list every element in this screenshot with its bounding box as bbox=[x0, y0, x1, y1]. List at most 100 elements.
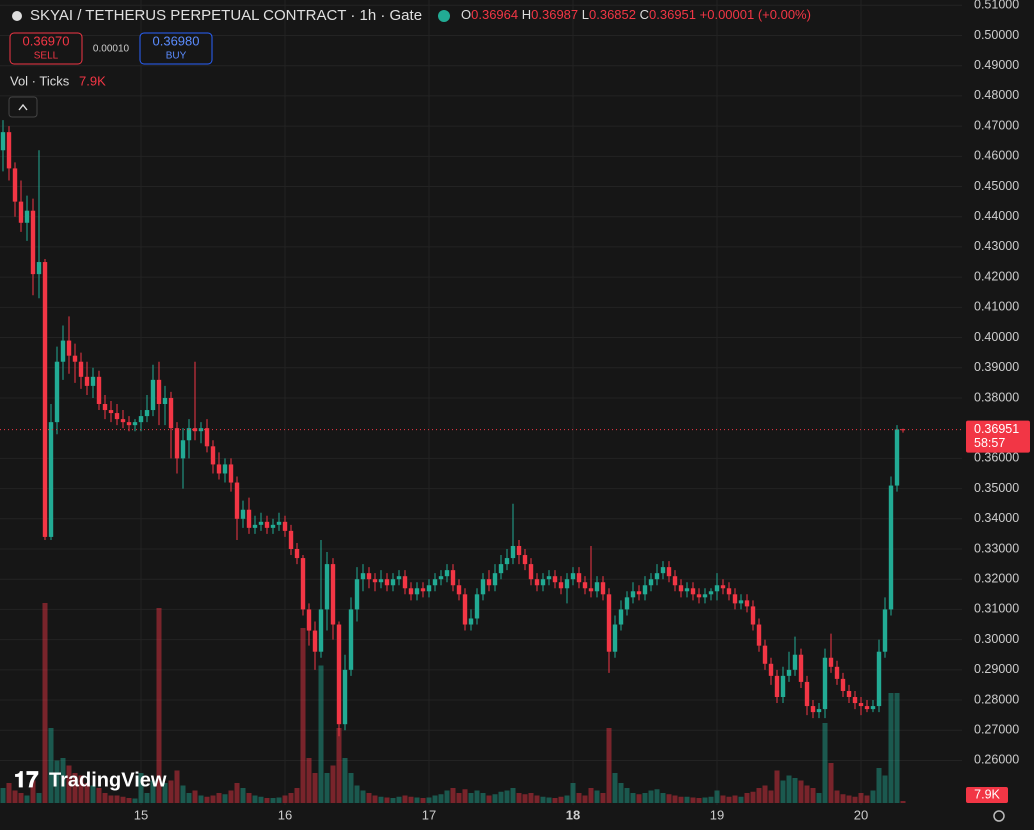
candle-body bbox=[408, 588, 414, 595]
volume-bar bbox=[114, 795, 120, 803]
y-tick-label: 0.36000 bbox=[974, 451, 1019, 465]
candle-body bbox=[726, 588, 732, 595]
volume-bar bbox=[558, 796, 564, 803]
candle-body bbox=[576, 573, 582, 583]
volume-bar bbox=[612, 773, 618, 803]
volume-bar bbox=[84, 783, 90, 803]
price-axis-bg bbox=[962, 0, 1034, 830]
volume-bar bbox=[576, 793, 582, 803]
sell-box bbox=[9, 32, 83, 65]
y-tick-label: 0.43000 bbox=[974, 239, 1019, 253]
candle-body bbox=[666, 567, 672, 577]
collapse-box bbox=[8, 96, 38, 118]
candle-body bbox=[54, 361, 60, 423]
volume-bar bbox=[504, 790, 510, 803]
volume-bar bbox=[72, 773, 78, 803]
candle-body bbox=[402, 576, 408, 589]
candle-body bbox=[558, 582, 564, 589]
o-value: 0.36964 bbox=[471, 7, 518, 22]
candle-body bbox=[720, 585, 726, 589]
y-tick-label: 0.27000 bbox=[974, 723, 1019, 737]
candle-body bbox=[150, 379, 156, 411]
y-tick-label: 0.42000 bbox=[974, 269, 1019, 283]
volume-bar bbox=[408, 796, 414, 803]
buy-button[interactable]: 0.36980 BUY bbox=[139, 32, 213, 65]
candle-body bbox=[672, 576, 678, 586]
volume-bar bbox=[690, 797, 696, 803]
h-value: 0.36987 bbox=[531, 7, 578, 22]
volume-bar bbox=[216, 793, 222, 803]
volume-bar bbox=[150, 780, 156, 803]
volume-bar bbox=[498, 791, 504, 803]
candle-body bbox=[600, 582, 606, 595]
candle-body bbox=[12, 168, 18, 202]
candle-body bbox=[684, 588, 690, 592]
candle-body bbox=[834, 666, 840, 679]
volume-bar bbox=[234, 783, 240, 803]
status-dot bbox=[438, 10, 450, 22]
volume-bar bbox=[276, 797, 282, 803]
y-tick-label: 0.45000 bbox=[974, 179, 1019, 193]
candle-body bbox=[246, 509, 252, 528]
volume-bar bbox=[354, 785, 360, 803]
collapse-button[interactable] bbox=[8, 96, 38, 118]
volume-bar bbox=[618, 783, 624, 803]
candle-body bbox=[366, 573, 372, 580]
candle-body bbox=[96, 376, 102, 405]
volume-bar bbox=[42, 603, 48, 803]
volume-bar bbox=[96, 788, 102, 803]
sell-button[interactable]: 0.36970 SELL bbox=[9, 32, 83, 65]
volume-bar bbox=[180, 785, 186, 803]
y-tick-label: 0.31000 bbox=[974, 602, 1019, 616]
volume-bar bbox=[570, 783, 576, 803]
symbol-icon bbox=[12, 11, 22, 21]
candle-body bbox=[306, 609, 312, 631]
volume-bar bbox=[480, 793, 486, 803]
candle-body bbox=[510, 545, 516, 559]
candle-body bbox=[42, 262, 48, 537]
volume-bar bbox=[510, 788, 516, 803]
settings-icon[interactable] bbox=[993, 810, 1005, 822]
volume-bar bbox=[792, 778, 798, 803]
y-tick-label: 0.39000 bbox=[974, 360, 1019, 374]
volume-bar bbox=[348, 773, 354, 803]
candle-body bbox=[744, 600, 750, 607]
volume-bar bbox=[330, 765, 336, 803]
spread: 0.00010 bbox=[93, 44, 130, 55]
candle-body bbox=[738, 600, 744, 604]
candle-body bbox=[300, 558, 306, 610]
volume-bar bbox=[390, 798, 396, 803]
volume-bar bbox=[492, 794, 498, 803]
volume-bar bbox=[846, 795, 852, 803]
volume-bar bbox=[282, 795, 288, 803]
volume-bar bbox=[774, 770, 780, 803]
y-tick-label: 0.29000 bbox=[974, 662, 1019, 676]
volume-bar bbox=[642, 793, 648, 803]
volume-bar bbox=[468, 793, 474, 803]
volume-bar bbox=[168, 780, 174, 803]
candle-body bbox=[642, 585, 648, 595]
l-value: 0.36852 bbox=[589, 7, 636, 22]
volume-bar bbox=[456, 793, 462, 803]
volume-bar bbox=[258, 796, 264, 803]
candle-body bbox=[372, 579, 378, 583]
x-tick-label: 20 bbox=[854, 807, 868, 822]
logo-icon: 𝟏𝟕 bbox=[14, 767, 39, 792]
volume-bar bbox=[270, 798, 276, 803]
candle-body bbox=[318, 609, 324, 652]
volume-bar bbox=[402, 795, 408, 803]
candle-body bbox=[444, 570, 450, 577]
volume-bar bbox=[564, 795, 570, 803]
candle-body bbox=[168, 397, 174, 429]
candle-body bbox=[162, 397, 168, 405]
y-tick-label: 0.40000 bbox=[974, 330, 1019, 344]
candle-body bbox=[222, 464, 228, 474]
volume-bar bbox=[144, 793, 150, 803]
volume-axis-label: 7.9K bbox=[974, 787, 1000, 801]
volume-bar bbox=[864, 795, 870, 803]
candle-body bbox=[564, 579, 570, 589]
candle-body bbox=[90, 376, 96, 386]
buy-label: BUY bbox=[166, 51, 187, 62]
volume-bar bbox=[684, 796, 690, 803]
candle-body bbox=[204, 428, 210, 447]
